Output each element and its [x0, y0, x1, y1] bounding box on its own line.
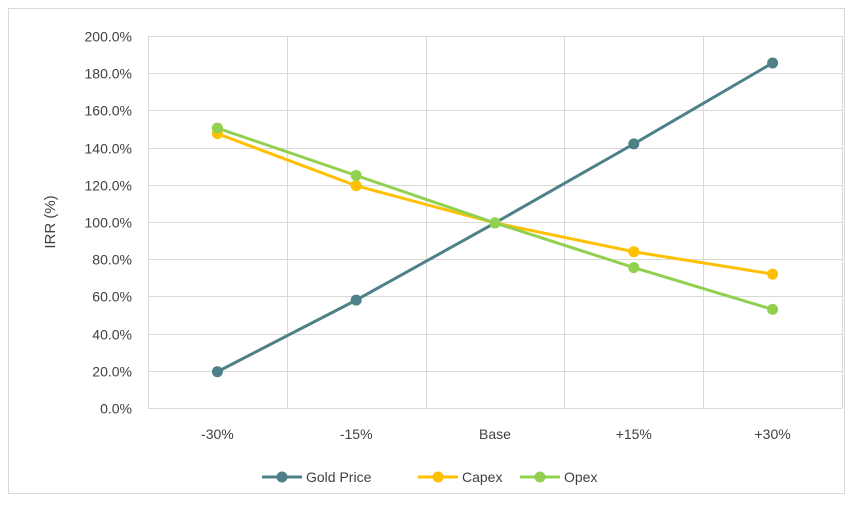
data-point-opex — [489, 217, 501, 229]
y-tick-label: 60.0% — [92, 289, 132, 305]
legend-marker-gold-price — [276, 471, 288, 483]
x-tick-label: +15% — [616, 426, 652, 442]
y-tick-label: 120.0% — [85, 178, 132, 194]
legend-label-opex: Opex — [564, 469, 597, 485]
y-tick-label: 200.0% — [85, 29, 132, 45]
legend-label-capex: Capex — [462, 469, 502, 485]
y-tick-label: 180.0% — [85, 66, 132, 82]
axes: 0.0% 20.0% 40.0% 60.0% 80.0% 100.0% 120.0% 140.… — [85, 29, 791, 443]
data-point-gold-price — [628, 138, 640, 150]
y-tick-label: 160.0% — [85, 103, 132, 119]
y-tick-label: 80.0% — [92, 252, 132, 268]
data-point-opex — [767, 303, 779, 315]
data-point-gold-price — [767, 57, 779, 69]
y-tick-label: 140.0% — [85, 141, 132, 157]
legend-marker-opex — [534, 471, 546, 483]
y-tick-label: 20.0% — [92, 364, 132, 380]
data-point-opex — [211, 122, 223, 134]
x-tick-label: -15% — [340, 426, 373, 442]
gridlines — [148, 36, 843, 409]
y-tick-label: 40.0% — [92, 327, 132, 343]
data-point-capex — [628, 246, 640, 258]
legend-marker-capex — [432, 471, 444, 483]
y-tick-label: 0.0% — [100, 401, 132, 417]
data-point-gold-price — [350, 294, 362, 306]
legend: Gold Price Capex Opex — [262, 469, 597, 485]
legend-label-gold-price: Gold Price — [306, 469, 372, 485]
y-tick-label: 100.0% — [85, 215, 132, 231]
x-tick-label: -30% — [201, 426, 234, 442]
y-axis-title: IRR (%) — [42, 195, 59, 248]
data-point-gold-price — [211, 366, 223, 378]
x-tick-label: +30% — [754, 426, 790, 442]
data-point-capex — [350, 180, 362, 192]
data-point-opex — [350, 170, 362, 181]
x-tick-label: Base — [479, 426, 511, 442]
data-point-opex — [628, 262, 640, 274]
data-point-capex — [767, 268, 779, 280]
series — [211, 57, 779, 378]
